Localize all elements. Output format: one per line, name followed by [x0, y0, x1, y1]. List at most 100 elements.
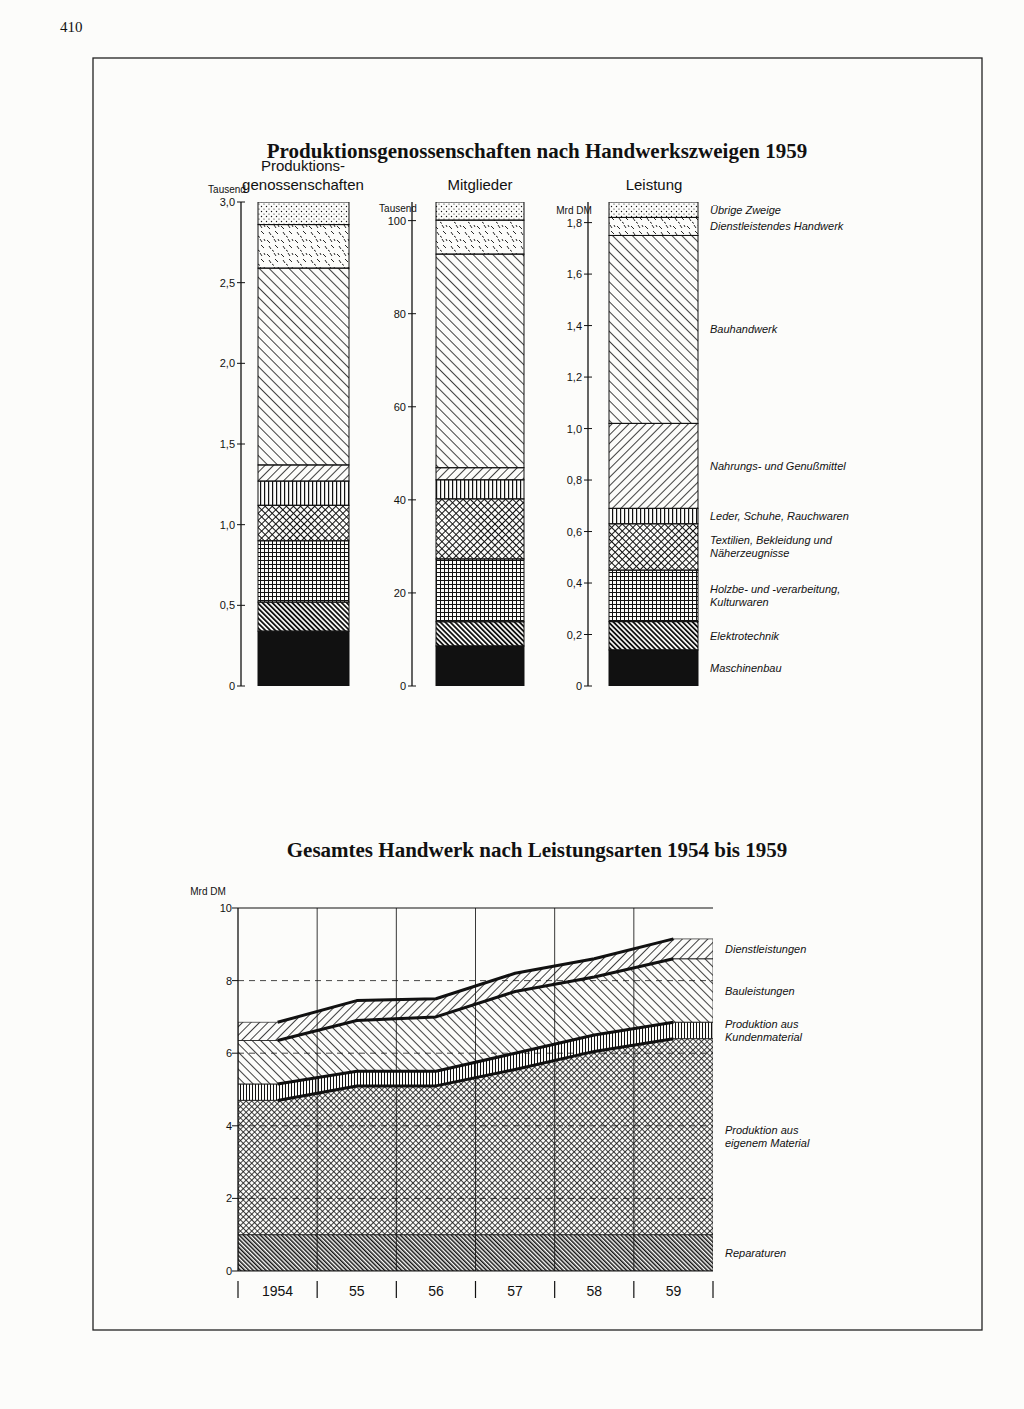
y-tick-label: 1,0 [220, 519, 235, 531]
y-tick [232, 1271, 238, 1272]
bar-segment [258, 268, 349, 465]
y-tick-label: 8 [226, 975, 232, 987]
bar-panel: Leistung00,20,40,60,81,01,21,41,61,8Mrd … [556, 176, 698, 692]
y-tick-label: 6 [226, 1047, 232, 1059]
bar-segment [609, 650, 698, 686]
bars [258, 202, 349, 686]
y-tick-label: 0,4 [567, 577, 582, 589]
y-tick-label: 4 [226, 1120, 232, 1132]
page: 4 10 Produktions-genossenschaften00,51,01,… [0, 0, 1024, 1409]
y-tick [584, 634, 592, 635]
text-line: eigenem Material [725, 1137, 810, 1149]
legend-label: Dienstleistendes Handwerk [710, 220, 844, 232]
area-top-line [278, 1039, 674, 1101]
legend-label: Reparaturen [725, 1247, 786, 1259]
x-tick-label: 56 [428, 1283, 444, 1299]
y-tick [237, 605, 245, 606]
area-top-line [278, 1022, 674, 1084]
y-tick [232, 980, 238, 981]
bar-segment [258, 202, 349, 225]
bar-segment [258, 541, 349, 602]
y-axis [411, 202, 412, 686]
bar-segment [258, 505, 349, 540]
panel-title: Mitglieder [447, 176, 512, 193]
legend-label: Bauhandwerk [710, 323, 778, 335]
y-axis-label: Mrd DM [190, 886, 226, 897]
x-tick-label: 58 [586, 1283, 602, 1299]
y-tick-label: 40 [394, 494, 406, 506]
legend-label: Holzbe- und -verarbeitung,Kulturwaren [710, 583, 840, 608]
y-tick [584, 274, 592, 275]
y-tick [237, 524, 245, 525]
y-tick [408, 313, 416, 314]
bar-segment [609, 217, 698, 235]
y-tick [408, 592, 416, 593]
text-line: Holzbe- und -verarbeitung, [710, 583, 840, 595]
bar-segment [609, 570, 698, 621]
y-tick [232, 1198, 238, 1199]
area [238, 1235, 713, 1271]
legend-label: Maschinenbau [710, 662, 782, 674]
text-line: Produktion aus [725, 1018, 799, 1030]
bar-segment [258, 602, 349, 631]
y-tick [232, 1125, 238, 1126]
plot-frame [238, 907, 713, 908]
y-tick [584, 583, 592, 584]
x-tick-label: 57 [507, 1283, 523, 1299]
text-line: Kundenmaterial [725, 1031, 803, 1043]
y-tick [584, 531, 592, 532]
text-line: Kulturwaren [710, 596, 769, 608]
x-axis [238, 1270, 713, 1271]
y-tick-label: 0,6 [567, 526, 582, 538]
y-tick-label: 2,5 [220, 277, 235, 289]
y-axis-label: Tausend [208, 184, 246, 195]
bar-segment [436, 480, 524, 499]
bar-segment [258, 481, 349, 505]
bar-panel: Produktions-genossenschaften00,51,01,52,… [208, 157, 364, 692]
x-separator [633, 1281, 634, 1298]
y-tick-label: 10 [220, 902, 232, 914]
bar-segment [436, 499, 524, 559]
y-tick [408, 686, 416, 687]
y-tick-label: 100 [388, 215, 406, 227]
legend-label: Dienstleistungen [725, 943, 806, 955]
y-tick [584, 377, 592, 378]
area-chart: 0246810Mrd DM19545556575859 [190, 886, 713, 1299]
y-axis-label: Mrd DM [556, 205, 592, 216]
areas [238, 939, 713, 1271]
y-axis-label: Tausend [379, 203, 417, 214]
legend-label: Bauleistungen [725, 985, 795, 997]
y-tick [408, 220, 416, 221]
legend-label: Textilien, Bekleidung undNäherzeugnisse [710, 534, 833, 559]
y-tick [237, 686, 245, 687]
y-tick-label: 0 [576, 680, 582, 692]
bar-segment [609, 524, 698, 570]
x-tick-label: 1954 [262, 1283, 293, 1299]
y-tick [237, 202, 245, 203]
y-tick-label: 1,8 [567, 217, 582, 229]
x-separator [317, 1281, 318, 1298]
y-tick-label: 0,2 [567, 629, 582, 641]
y-tick [584, 325, 592, 326]
bar-segment [436, 468, 524, 480]
y-tick [408, 406, 416, 407]
text-line: Näherzeugnisse [710, 547, 790, 559]
bar-panel: Mitglieder020406080100Tausend [379, 176, 524, 692]
y-tick-label: 1,0 [567, 423, 582, 435]
area-top-line [278, 959, 674, 1041]
y-tick [584, 222, 592, 223]
bar-segment [436, 646, 524, 686]
y-tick-label: 1,2 [567, 371, 582, 383]
x-separator [554, 1281, 555, 1298]
y-tick [584, 686, 592, 687]
y-tick [584, 428, 592, 429]
area [238, 939, 713, 1041]
legend-label: Produktion ausKundenmaterial [725, 1018, 803, 1043]
y-tick [237, 444, 245, 445]
bar-segment [436, 220, 524, 254]
y-tick [232, 1053, 238, 1054]
y-tick [237, 282, 245, 283]
y-tick-label: 3,0 [220, 196, 235, 208]
y-tick-label: 0 [400, 680, 406, 692]
bar-segment [609, 423, 698, 508]
